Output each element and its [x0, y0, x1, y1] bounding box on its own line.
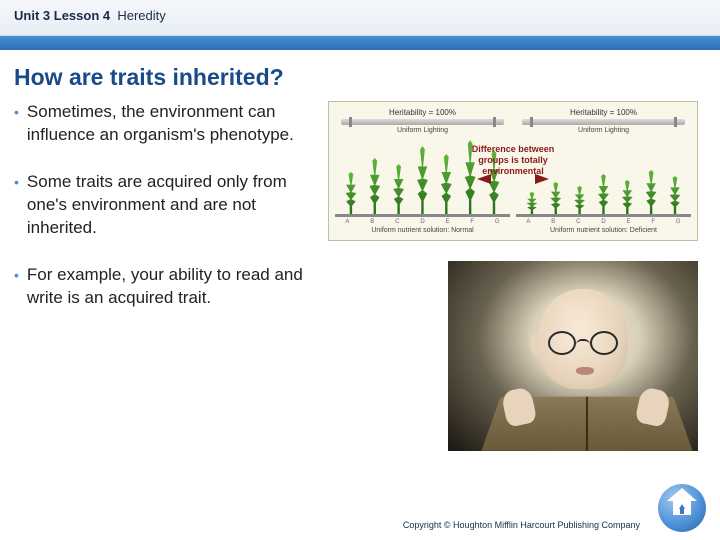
bullet-dot-icon: •: [14, 101, 19, 147]
tray-letter: E: [627, 219, 631, 225]
mouth-shape: [576, 367, 594, 375]
tray-letter: B: [551, 219, 555, 225]
lighting-label: Uniform Lighting: [335, 127, 510, 134]
plant-icon: [345, 172, 357, 214]
tray-caption: Uniform nutrient solution: Normal: [335, 227, 510, 234]
copyright-text: Copyright © Houghton Mifflin Harcourt Pu…: [403, 520, 640, 530]
unit-label: Unit 3: [14, 8, 50, 23]
lamp-icon: [341, 119, 504, 125]
bullet-item: • Sometimes, the environment can influen…: [14, 101, 314, 147]
tray-letter: G: [676, 219, 681, 225]
tray-caption: Uniform nutrient solution: Deficient: [516, 227, 691, 234]
bullet-item: • For example, your ability to read and …: [14, 264, 314, 310]
tray-letter: D: [420, 219, 424, 225]
bullet-text: Sometimes, the environment can influence…: [27, 101, 314, 147]
topic-label: Heredity: [117, 8, 165, 23]
diagram-center-text: Difference between groups is totally env…: [463, 144, 563, 176]
content-area: • Sometimes, the environment can influen…: [0, 101, 720, 451]
bullet-dot-icon: •: [14, 264, 19, 310]
heritability-label: Heritability = 100%: [335, 108, 510, 117]
plant-icon: [440, 154, 452, 214]
page-title: How are traits inherited?: [0, 50, 720, 101]
tray-letter: E: [446, 219, 450, 225]
heritability-diagram: Heritability = 100% Uniform Lighting A B C…: [328, 101, 698, 241]
bullet-text: For example, your ability to read and wr…: [27, 264, 314, 310]
bullet-dot-icon: •: [14, 171, 19, 240]
plant-icon: [597, 174, 609, 214]
lesson-label: Lesson 4: [54, 8, 110, 23]
bullet-list: • Sometimes, the environment can influen…: [14, 101, 314, 451]
tray-letter: A: [345, 219, 349, 225]
tray-letter: A: [526, 219, 530, 225]
plant-icon: [621, 180, 633, 214]
home-icon: [670, 498, 694, 518]
tray-letters: A B C D E F G: [516, 219, 691, 225]
glasses-icon: [548, 331, 618, 355]
bullet-text: Some traits are acquired only from one's…: [27, 171, 314, 240]
tray-letters: A B C D E F G: [335, 219, 510, 225]
tray-letter: D: [601, 219, 605, 225]
plant-icon: [416, 146, 428, 214]
home-button[interactable]: [658, 484, 706, 532]
baby-reading-photo: [448, 261, 698, 451]
tray-letter: C: [576, 219, 580, 225]
plant-icon: [369, 158, 381, 214]
blue-strip: [0, 36, 720, 50]
bullet-item: • Some traits are acquired only from one…: [14, 171, 314, 240]
header-bar: Unit 3 Lesson 4 Heredity: [0, 0, 720, 36]
tray-letter: F: [470, 219, 474, 225]
plant-icon: [550, 182, 562, 214]
lamp-icon: [522, 119, 685, 125]
tray-letter: B: [370, 219, 374, 225]
tray-letter: F: [651, 219, 655, 225]
plant-icon: [669, 176, 681, 214]
plant-icon: [645, 170, 657, 214]
heritability-label: Heritability = 100%: [516, 108, 691, 117]
tray-letter: C: [395, 219, 399, 225]
images-column: Heritability = 100% Uniform Lighting A B C…: [328, 101, 706, 451]
plant-icon: [393, 164, 405, 214]
tray-letter: G: [495, 219, 500, 225]
plant-icon: [574, 186, 586, 214]
plant-icon: [526, 192, 538, 214]
lighting-label: Uniform Lighting: [516, 127, 691, 134]
